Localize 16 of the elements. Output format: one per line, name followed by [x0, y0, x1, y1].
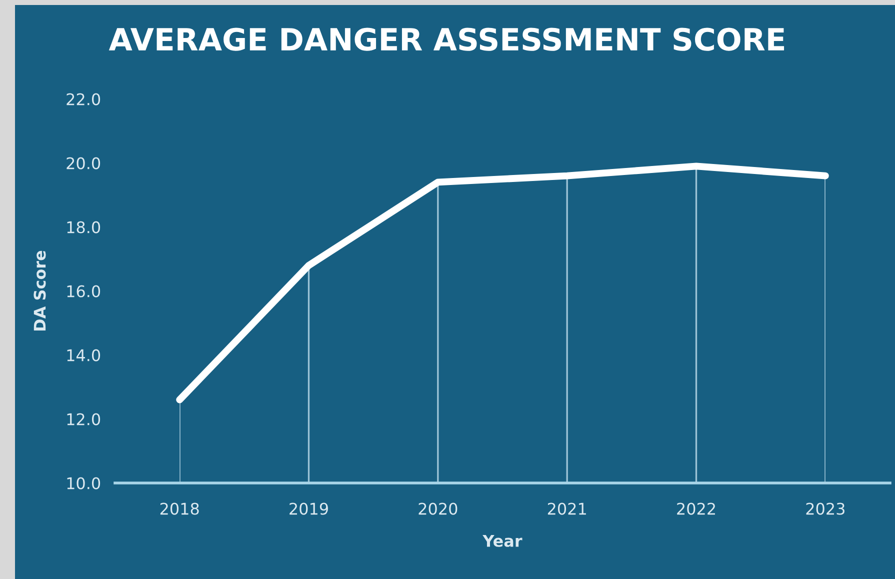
y-axis-title: DA Score	[34, 250, 46, 330]
y-tick-label: 20.0	[66, 157, 100, 170]
x-tick-label: 2022	[677, 502, 715, 515]
chart-title: AVERAGE DANGER ASSESSMENT SCORE	[108, 28, 784, 51]
y-tick-label: 18.0	[67, 221, 100, 234]
y-tick-label: 12.0	[67, 413, 100, 426]
x-tick-label: 2018	[160, 502, 199, 515]
y-tick-label: 10.0	[67, 477, 100, 490]
x-tick-label: 2020	[418, 502, 458, 515]
y-tick-label: 14.0	[67, 349, 100, 362]
x-tick-label: 2019	[290, 502, 328, 515]
x-axis-title: Year	[482, 535, 522, 547]
x-tick-label: 2023	[806, 502, 844, 515]
y-tick-label: 16.0	[67, 285, 100, 298]
x-tick-label: 2021	[548, 502, 586, 515]
y-tick-label: 22.0	[66, 93, 100, 106]
